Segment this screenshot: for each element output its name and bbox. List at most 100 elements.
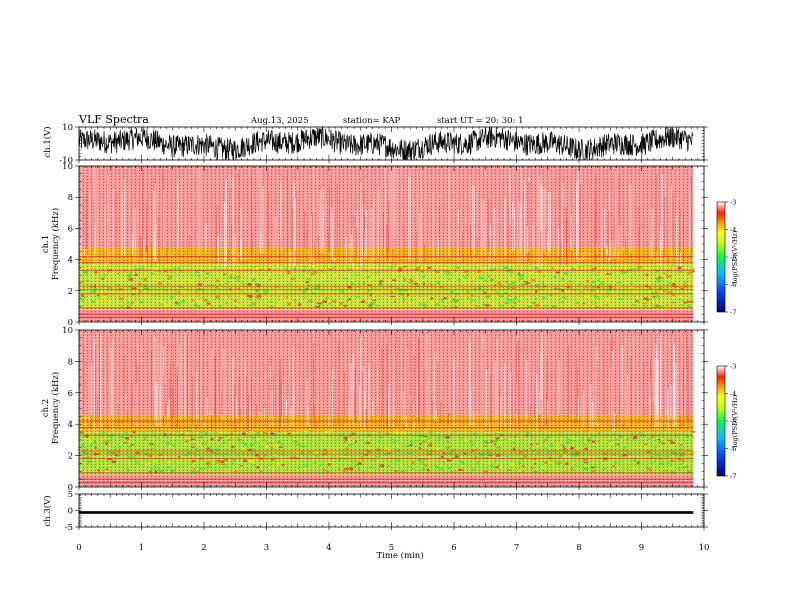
spectrogram-speckle bbox=[216, 286, 219, 289]
x-tick-label: 0 bbox=[76, 543, 81, 553]
spectrogram-speckle bbox=[342, 454, 347, 457]
spectrogram-speckle bbox=[680, 304, 685, 306]
spectrogram-speckle bbox=[680, 447, 682, 451]
ch1-colorbar: -3 -4 -5 -6 -7 log(PSD)(V²/Hz) bbox=[716, 199, 739, 317]
spectrogram-speckle bbox=[328, 294, 333, 296]
spectrogram-speckle bbox=[582, 466, 587, 469]
spectrogram-speckle bbox=[307, 284, 310, 287]
spectrogram-speckle bbox=[423, 467, 425, 471]
spectrogram-speckle bbox=[507, 469, 511, 471]
spectrogram-speckle bbox=[347, 285, 352, 289]
spectrogram-speckle bbox=[378, 431, 381, 433]
spectrogram-speckle bbox=[504, 305, 509, 308]
spectrogram-speckle bbox=[154, 468, 158, 470]
spectrogram-speckle bbox=[328, 268, 332, 270]
spectrogram-speckle bbox=[485, 304, 490, 307]
spectrogram-speckle bbox=[276, 303, 281, 306]
spectrogram-speckle bbox=[435, 271, 440, 274]
spectrogram-speckle bbox=[518, 277, 523, 281]
spectrogram-speckle bbox=[100, 277, 105, 280]
spectrogram-speckle bbox=[93, 290, 96, 293]
spectrogram-speckle bbox=[226, 295, 231, 298]
spectrogram-speckle bbox=[170, 445, 173, 449]
spectrogram-speckle bbox=[646, 467, 651, 470]
spectrogram-speckle bbox=[280, 443, 284, 445]
spectrogram-speckle bbox=[656, 454, 661, 457]
spectrogram-speckle bbox=[220, 460, 225, 464]
spectrogram-speckle bbox=[378, 283, 383, 287]
spectrogram-speckle bbox=[234, 470, 238, 473]
spectrogram-speckle bbox=[615, 286, 620, 288]
spectrogram-speckle bbox=[561, 443, 565, 447]
spectrogram-speckle bbox=[572, 440, 576, 442]
spectrogram-speckle bbox=[248, 304, 254, 307]
spectrogram-speckle bbox=[642, 301, 645, 304]
colorbar-tick-label: -7 bbox=[730, 309, 736, 317]
spectrogram-speckle bbox=[513, 436, 516, 438]
colorbar-tick-label: -7 bbox=[730, 473, 736, 481]
spectrogram-speckle bbox=[485, 456, 489, 459]
spectrogram-speckle bbox=[403, 265, 407, 268]
spectrogram-speckle bbox=[676, 283, 679, 287]
spectrogram-speckle bbox=[674, 452, 678, 455]
spectrogram-speckle bbox=[303, 297, 306, 299]
spectrogram-speckle bbox=[532, 301, 536, 304]
spectrogram-speckle bbox=[344, 304, 347, 307]
spectrogram-speckle bbox=[236, 287, 241, 289]
spectrogram-speckle bbox=[456, 266, 460, 269]
spectrogram-speckle bbox=[305, 456, 309, 459]
spectrogram-speckle bbox=[485, 281, 488, 283]
spectrogram-speckle bbox=[471, 280, 474, 283]
spectrogram-speckle bbox=[96, 466, 99, 469]
spectrogram-speckle bbox=[689, 439, 692, 441]
spectrogram-speckle bbox=[445, 451, 448, 454]
spectrogram-speckle bbox=[195, 447, 198, 451]
spectrogram-speckle bbox=[489, 279, 493, 282]
spectrogram-speckle bbox=[364, 449, 368, 451]
spectrogram-speckle bbox=[495, 437, 500, 440]
spectrogram-speckle bbox=[686, 300, 692, 303]
spectrogram-speckle bbox=[171, 444, 176, 447]
spectrogram-speckle bbox=[298, 281, 301, 285]
spectrogram-speckle bbox=[638, 431, 641, 434]
spectrogram-speckle bbox=[139, 267, 144, 270]
spectrogram-speckle bbox=[208, 431, 210, 433]
spectrogram-speckle bbox=[669, 464, 671, 467]
spectrogram-speckle bbox=[228, 277, 233, 280]
spectrogram-speckle bbox=[256, 288, 259, 292]
spectrogram-speckle bbox=[574, 301, 579, 304]
spectrogram-speckle bbox=[591, 280, 596, 284]
spectrogram-speckle bbox=[575, 465, 578, 467]
spectrogram-speckle bbox=[586, 437, 591, 441]
spectrogram-speckle bbox=[442, 461, 445, 463]
spectrogram-speckle bbox=[668, 282, 670, 286]
spectrogram-speckle bbox=[507, 283, 512, 286]
spectrogram-speckle bbox=[273, 444, 278, 447]
spectrogram-speckle bbox=[683, 284, 688, 287]
spectrogram-speckle bbox=[380, 289, 385, 291]
spectrogram-speckle bbox=[416, 437, 419, 441]
spectrogram-speckle bbox=[528, 272, 533, 275]
spectrogram-speckle bbox=[341, 455, 345, 457]
spectrogram-speckle bbox=[386, 448, 391, 452]
spectrogram-speckle bbox=[659, 287, 662, 290]
spectrogram-speckle bbox=[513, 447, 516, 451]
spectrogram-speckle bbox=[108, 450, 112, 453]
spectrogram-speckle bbox=[612, 434, 615, 437]
spectrogram-speckle bbox=[293, 267, 297, 270]
spectrogram-speckle bbox=[448, 445, 452, 448]
spectrogram-speckle bbox=[523, 454, 527, 458]
spectrogram-speckle bbox=[261, 454, 263, 457]
spectrogram-speckle bbox=[376, 458, 381, 461]
spectrogram-speckle bbox=[126, 468, 131, 472]
spectrogram-speckle bbox=[619, 455, 622, 458]
spectrogram-speckle bbox=[206, 302, 211, 305]
spectrogram-speckle bbox=[325, 297, 328, 300]
spectrogram-speckle bbox=[215, 296, 217, 299]
ch1-spectrogram-panel: 0 2 4 6 8 10 bbox=[62, 162, 708, 328]
spectrogram-speckle bbox=[379, 464, 382, 468]
spectrogram-speckle bbox=[219, 437, 222, 440]
spectrogram-speckle bbox=[591, 267, 596, 271]
spectrogram-speckle bbox=[230, 432, 234, 436]
spectrogram-speckle bbox=[512, 300, 516, 302]
